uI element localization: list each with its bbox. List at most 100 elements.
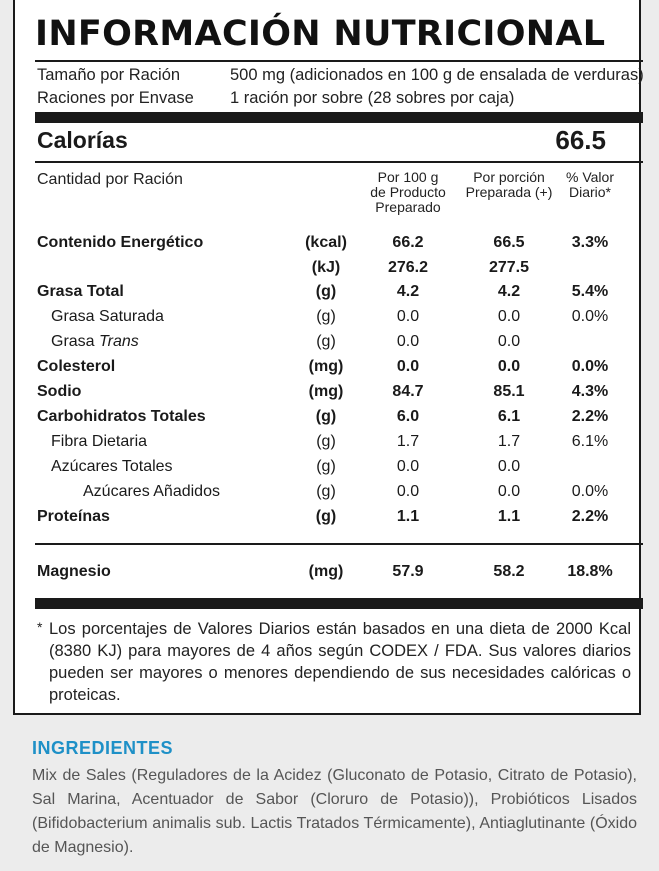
nutrient-row-saturated-fat: Grasa Saturada (g) 0.0 0.0 0.0% bbox=[15, 306, 643, 328]
nutrient-row-cholesterol: Colesterol (mg) 0.0 0.0 0.0% bbox=[15, 356, 643, 378]
value-per-serving: 0.0 bbox=[497, 358, 521, 375]
value-per-serving: 6.1 bbox=[497, 408, 521, 425]
serving-size-value: 500 mg (adicionados en 100 g de ensalada… bbox=[230, 66, 644, 84]
nutrient-unit: (g) bbox=[315, 508, 337, 525]
value-per-100g: 84.7 bbox=[392, 383, 424, 400]
daily-value-footnote: * Los porcentajes de Valores Diarios est… bbox=[37, 618, 631, 706]
col1-line: Por 100 g bbox=[377, 169, 439, 185]
value-per-serving: 0.0 bbox=[497, 458, 521, 475]
nutrient-unit: (g) bbox=[315, 283, 337, 300]
nutrient-row-sodium: Sodio (mg) 84.7 85.1 4.3% bbox=[15, 381, 643, 403]
nutrient-row-energy: Contenido Energético (kcal) 66.2 66.5 3.… bbox=[15, 232, 643, 254]
value-per-100g: 0.0 bbox=[396, 358, 420, 375]
nutrient-unit: (g) bbox=[315, 408, 337, 425]
nutrient-name: Grasa Saturada bbox=[51, 308, 164, 325]
nutrient-name-main: Grasa bbox=[51, 333, 95, 350]
col3-line: % Valor bbox=[566, 169, 614, 185]
calories-label: Calorías bbox=[37, 127, 128, 153]
servings-per-container-label: Raciones por Envase bbox=[37, 89, 194, 107]
col3-line: Diario* bbox=[568, 184, 611, 200]
value-per-100g: 1.7 bbox=[396, 433, 420, 450]
value-per-serving: 1.7 bbox=[497, 433, 521, 450]
daily-value: 2.2% bbox=[571, 408, 609, 425]
daily-value: 0.0% bbox=[571, 308, 609, 325]
nutrient-unit: (mg) bbox=[308, 563, 344, 580]
nutrient-name: Azúcares Añadidos bbox=[83, 483, 220, 500]
value-per-serving: 85.1 bbox=[493, 383, 525, 400]
value-per-serving: 4.2 bbox=[497, 283, 521, 300]
panel-title: INFORMACIÓN NUTRICIONAL bbox=[35, 14, 606, 54]
col-per-serving-header: Por porción Preparada (+) bbox=[460, 170, 558, 200]
nutrient-row-trans-fat: Grasa Trans (g) 0.0 0.0 bbox=[15, 331, 643, 353]
nutrient-row-fiber: Fibra Dietaria (g) 1.7 1.7 6.1% bbox=[15, 431, 643, 453]
nutrient-name: Proteínas bbox=[37, 508, 110, 525]
nutrient-name: Carbohidratos Totales bbox=[37, 408, 206, 425]
daily-value: 5.4% bbox=[571, 283, 609, 300]
value-per-serving: 0.0 bbox=[497, 333, 521, 350]
nutrient-row-carbohydrates: Carbohidratos Totales (g) 6.0 6.1 2.2% bbox=[15, 406, 643, 428]
value-per-serving: 277.5 bbox=[488, 259, 530, 276]
value-per-100g: 57.9 bbox=[392, 563, 424, 580]
nutrient-name: Grasa Trans bbox=[51, 331, 139, 353]
value-per-100g: 1.1 bbox=[396, 508, 420, 525]
nutrient-unit: (g) bbox=[316, 483, 336, 500]
value-per-100g: 0.0 bbox=[396, 458, 420, 475]
daily-value: 3.3% bbox=[571, 234, 609, 251]
title-divider bbox=[35, 60, 643, 62]
calories-value: 66.5 bbox=[555, 125, 606, 155]
calories-divider bbox=[35, 112, 643, 123]
nutrient-name-italic: Trans bbox=[99, 333, 139, 350]
nutrient-name: Colesterol bbox=[37, 358, 116, 375]
value-per-serving: 1.1 bbox=[497, 508, 521, 525]
ingredients-text: Mix de Sales (Reguladores de la Acidez (… bbox=[32, 767, 637, 856]
footnote-divider bbox=[35, 598, 643, 609]
col2-line: Preparada (+) bbox=[465, 184, 553, 200]
col-daily-value-header: % Valor Diario* bbox=[555, 170, 625, 200]
value-per-100g: 0.0 bbox=[396, 308, 420, 325]
amount-per-serving-header: Cantidad por Ración bbox=[37, 171, 183, 188]
daily-value: 0.0% bbox=[571, 358, 609, 375]
nutrient-row-added-sugars: Azúcares Añadidos (g) 0.0 0.0 0.0% bbox=[15, 481, 643, 503]
value-per-100g: 4.2 bbox=[396, 283, 420, 300]
daily-value: 4.3% bbox=[571, 383, 609, 400]
nutrient-unit: (g) bbox=[316, 308, 336, 325]
nutrient-name: Fibra Dietaria bbox=[51, 433, 148, 450]
nutrient-row-total-sugars: Azúcares Totales (g) 0.0 0.0 bbox=[15, 456, 643, 478]
nutrient-unit: (g) bbox=[316, 333, 336, 350]
value-per-100g: 66.2 bbox=[392, 234, 424, 251]
nutrient-name: Magnesio bbox=[37, 563, 111, 580]
nutrition-facts-panel: INFORMACIÓN NUTRICIONAL Tamaño por Ració… bbox=[13, 0, 644, 715]
daily-value: 18.8% bbox=[567, 563, 613, 580]
serving-size-label: Tamaño por Ración bbox=[37, 66, 181, 84]
nutrient-unit: (mg) bbox=[308, 383, 344, 400]
value-per-serving: 66.5 bbox=[493, 234, 525, 251]
header-divider bbox=[35, 161, 643, 163]
value-per-serving: 0.0 bbox=[497, 308, 521, 325]
value-per-100g: 0.0 bbox=[396, 333, 420, 350]
col1-line: de Producto bbox=[370, 184, 446, 200]
nutrient-row-total-fat: Grasa Total (g) 4.2 4.2 5.4% bbox=[15, 281, 643, 303]
daily-value: 6.1% bbox=[571, 433, 609, 450]
nutrient-unit: (g) bbox=[316, 433, 336, 450]
nutrient-unit: (kcal) bbox=[305, 234, 347, 251]
value-per-serving: 0.0 bbox=[497, 483, 521, 500]
nutrient-unit: (mg) bbox=[308, 358, 344, 375]
footnote-text: Los porcentajes de Valores Diarios están… bbox=[49, 620, 631, 704]
minerals-divider bbox=[35, 543, 643, 545]
nutrient-name: Contenido Energético bbox=[37, 234, 204, 251]
col-per-100g-header: Por 100 g de Producto Preparado bbox=[363, 170, 453, 215]
nutrient-unit: (kJ) bbox=[311, 259, 341, 276]
nutrient-name: Azúcares Totales bbox=[51, 458, 173, 475]
nutrient-row-magnesium: Magnesio (mg) 57.9 58.2 18.8% bbox=[15, 561, 643, 583]
nutrient-name: Sodio bbox=[37, 383, 82, 400]
value-per-serving: 58.2 bbox=[493, 563, 525, 580]
col1-line: Preparado bbox=[375, 199, 441, 215]
footnote-asterisk: * bbox=[37, 619, 43, 635]
nutrient-name: Grasa Total bbox=[37, 283, 124, 300]
value-per-100g: 0.0 bbox=[396, 483, 420, 500]
nutrient-row-energy-kj: (kJ) 276.2 277.5 bbox=[15, 257, 643, 279]
nutrient-row-protein: Proteínas (g) 1.1 1.1 2.2% bbox=[15, 506, 643, 528]
servings-per-container-value: 1 ración por sobre (28 sobres por caja) bbox=[230, 89, 515, 107]
nutrient-unit: (g) bbox=[316, 458, 336, 475]
ingredients-title: INGREDIENTES bbox=[32, 738, 174, 758]
